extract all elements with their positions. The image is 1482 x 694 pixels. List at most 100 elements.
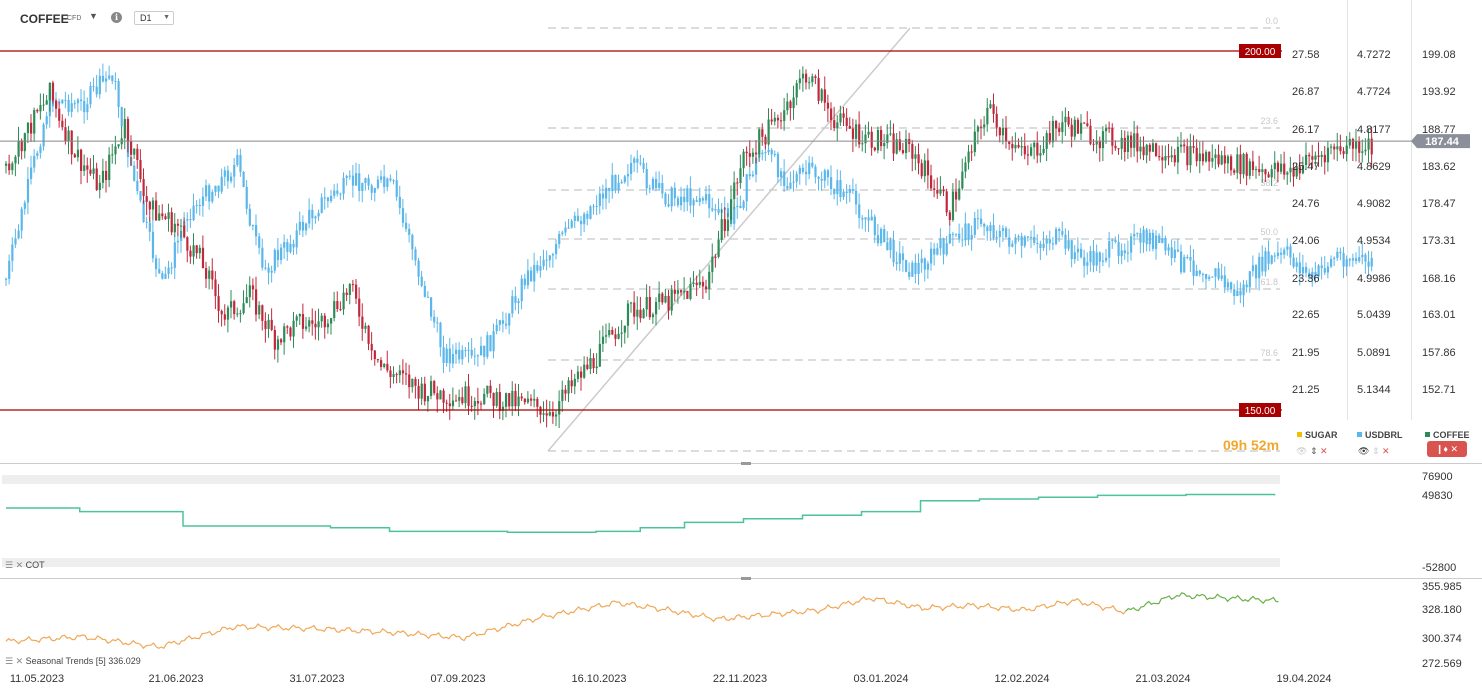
sort-icon[interactable]: ⇕ <box>1309 446 1318 456</box>
coffee-candle <box>392 374 395 378</box>
coffee-candle <box>673 289 676 294</box>
date-axis-tick: 12.02.2024 <box>994 673 1049 685</box>
coffee-candle <box>1348 138 1351 146</box>
menu-icon[interactable]: ☰ <box>5 656 14 666</box>
coffee-candle <box>861 143 864 145</box>
cot-pane-band <box>2 475 1280 484</box>
legend-coffee[interactable]: COFFEE <box>1425 430 1470 440</box>
usdbrl-candle <box>520 278 523 302</box>
usdbrl-candle <box>889 239 892 251</box>
coffee-candle <box>389 370 392 378</box>
usdbrl-candle <box>917 262 920 274</box>
close-icon[interactable]: ✕ <box>1320 446 1328 456</box>
coffee-candle <box>1039 153 1042 156</box>
coffee-candle <box>826 102 830 109</box>
eye-icon[interactable]: 👁 <box>1296 446 1308 456</box>
usdbrl-candle <box>486 335 489 357</box>
usdbrl-candle <box>645 168 648 189</box>
coffee-controls[interactable]: ❙♦ ✕ <box>1427 441 1467 457</box>
coffee-candle <box>983 124 986 128</box>
coffee-candle <box>295 316 298 321</box>
usdbrl-candle <box>755 157 758 175</box>
usdbrl-candle <box>598 193 601 206</box>
coffee-candle <box>336 301 339 310</box>
usdbrl-candle <box>533 264 536 282</box>
coffee-candle <box>201 247 205 269</box>
symbol-dropdown-icon[interactable]: ▼ <box>89 11 98 21</box>
sugar-axis-tick: 21.95 <box>1292 347 1320 359</box>
usdbrl-candle <box>1189 257 1192 261</box>
coffee-candle <box>645 297 648 310</box>
coffee-candle <box>423 383 426 402</box>
usdbrl-candle <box>423 285 426 297</box>
close-icon[interactable]: ✕ <box>1450 444 1459 454</box>
coffee-candle <box>1036 142 1039 156</box>
sugar-axis-tick: 26.87 <box>1292 86 1320 98</box>
usdbrl-candle <box>630 162 633 174</box>
coffee-candle <box>314 323 317 328</box>
usdbrl-candle <box>1158 235 1161 243</box>
usdbrl-candle <box>945 243 948 255</box>
usdbrl-candle <box>555 244 558 255</box>
seasonal-pane-label[interactable]: ☰ ✕ Seasonal Trends [5] 336.029 <box>5 656 141 667</box>
candles-icon[interactable]: ❙♦ <box>1435 444 1449 454</box>
usdbrl-candle <box>217 185 220 192</box>
coffee-candle <box>286 326 289 328</box>
coffee-candle <box>1173 155 1176 163</box>
usdbrl-candle <box>439 322 442 348</box>
coffee-candle <box>989 104 992 108</box>
coffee-candle <box>745 151 748 154</box>
symbol-name[interactable]: COFFEE <box>20 12 69 26</box>
usdbrl-candle <box>826 170 830 178</box>
close-icon[interactable]: ✕ <box>15 560 24 570</box>
usdbrl-candle <box>155 258 158 270</box>
current-price-tag <box>1411 134 1470 149</box>
info-icon[interactable]: i <box>111 12 122 23</box>
coffee-candle <box>283 326 286 343</box>
coffee-candle <box>1258 169 1261 173</box>
close-icon[interactable]: ✕ <box>15 656 24 666</box>
coffee-candle <box>186 237 189 251</box>
menu-icon[interactable]: ☰ <box>5 560 14 570</box>
legend-usdbrl[interactable]: USDBRL <box>1357 430 1403 440</box>
usdbrl-series <box>5 63 1373 373</box>
coffee-candle <box>276 339 280 350</box>
usdbrl-candle <box>417 260 420 277</box>
sort-icon[interactable]: ⇕ <box>1371 446 1380 456</box>
usdbrl-candle <box>1126 252 1130 254</box>
coffee-candle <box>1195 147 1198 162</box>
coffee-candle <box>1239 154 1242 175</box>
pane-resize-handle[interactable] <box>741 577 751 580</box>
close-icon[interactable]: ✕ <box>1382 446 1390 456</box>
eye-icon[interactable]: 👁 <box>1358 446 1370 456</box>
usdbrl-candle <box>708 194 711 209</box>
legend-sugar[interactable]: SUGAR <box>1297 430 1338 440</box>
usdbrl-candle <box>1217 268 1220 279</box>
coffee-candle <box>26 122 30 134</box>
usdbrl-candle <box>61 99 64 104</box>
timeframe-select[interactable]: D1 ▼ <box>134 11 174 25</box>
usdbrl-candle <box>1286 246 1289 250</box>
coffee-candle <box>870 131 873 148</box>
usdbrl-candle <box>792 181 795 183</box>
usdbrl-axis-tick: 5.0439 <box>1357 309 1391 321</box>
coffee-candle <box>651 314 655 318</box>
usdbrl-candle <box>1298 262 1301 274</box>
date-axis-tick: 22.11.2023 <box>713 673 767 685</box>
legend-swatch <box>1297 432 1302 437</box>
usdbrl-candle <box>45 116 48 125</box>
pane-resize-handle[interactable] <box>741 462 751 465</box>
usdbrl-candle <box>473 355 476 357</box>
coffee-candle <box>92 168 95 174</box>
cot-pane-label[interactable]: ☰ ✕ COT <box>5 560 45 571</box>
usdbrl-candle <box>830 177 833 190</box>
usdbrl-candle <box>373 187 376 193</box>
usdbrl-candle <box>1314 271 1317 277</box>
coffee-candle <box>1261 169 1264 173</box>
usdbrl-candle <box>76 99 80 104</box>
usdbrl-candle <box>848 189 851 193</box>
fib-level-label: 61.8 <box>1260 277 1278 287</box>
usdbrl-candle <box>464 349 467 351</box>
usdbrl-candle <box>886 242 889 251</box>
